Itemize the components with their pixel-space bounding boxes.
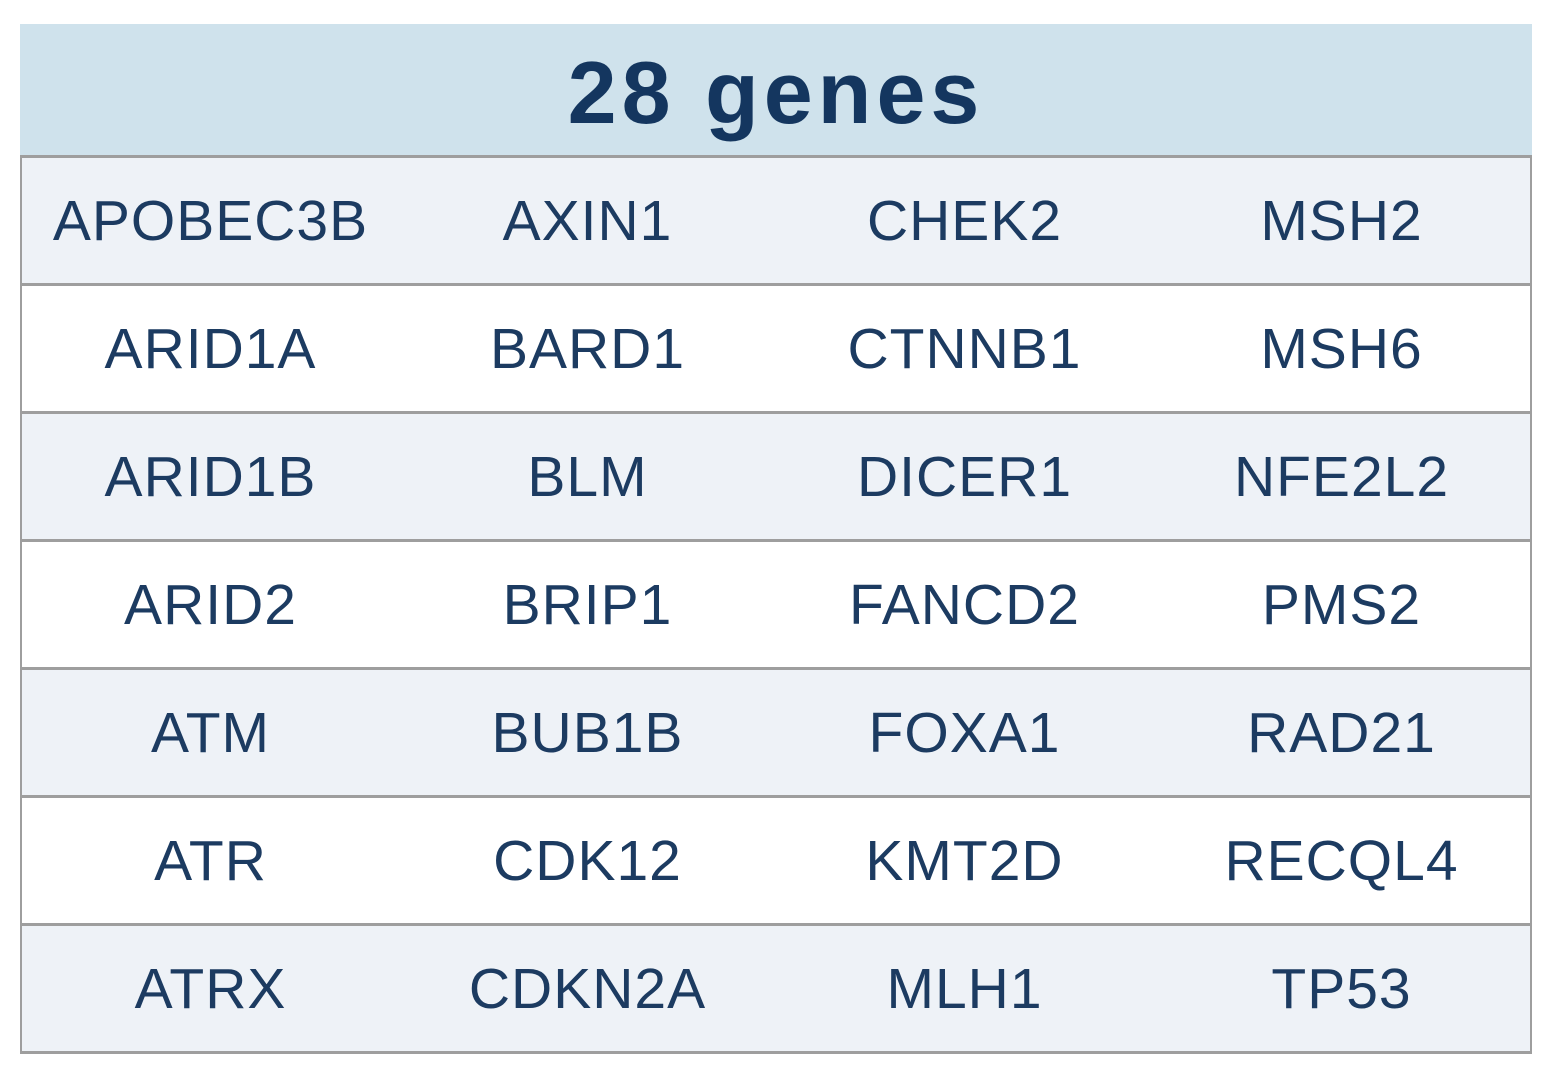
gene-cell: CTNNB1 <box>847 316 1082 381</box>
gene-cell: CHEK2 <box>866 188 1063 253</box>
gene-cell: TP53 <box>1271 956 1412 1021</box>
table-row: ATRX CDKN2A MLH1 TP53 <box>22 923 1530 1051</box>
gene-cell: ATRX <box>134 956 287 1021</box>
gene-cell: MLH1 <box>886 956 1043 1021</box>
table-row: ARID1A BARD1 CTNNB1 MSH6 <box>22 283 1530 411</box>
gene-cell: MSH2 <box>1260 188 1423 253</box>
table-row: ARID1B BLM DICER1 NFE2L2 <box>22 411 1530 539</box>
gene-cell: FANCD2 <box>849 572 1080 637</box>
gene-cell: RAD21 <box>1247 700 1436 765</box>
table-row: ARID2 BRIP1 FANCD2 PMS2 <box>22 539 1530 667</box>
gene-cell: ATM <box>150 700 271 765</box>
table-title: 28 genes <box>567 42 985 142</box>
table-row: ATM BUB1B FOXA1 RAD21 <box>22 667 1530 795</box>
genes-table: 28 genes APOBEC3B AXIN1 CHEK2 MSH2 ARID1… <box>20 24 1532 1054</box>
gene-cell: BRIP1 <box>502 572 673 637</box>
gene-cell: FOXA1 <box>868 700 1061 765</box>
gene-cell: KMT2D <box>865 828 1064 893</box>
gene-cell: DICER1 <box>856 444 1073 509</box>
gene-cell: CDK12 <box>493 828 682 893</box>
gene-cell: APOBEC3B <box>52 188 369 253</box>
gene-cell: NFE2L2 <box>1233 444 1450 509</box>
gene-cell: ARID2 <box>124 572 297 637</box>
gene-cell: BUB1B <box>491 700 684 765</box>
gene-cell: ATR <box>154 828 267 893</box>
gene-cell: CDKN2A <box>468 956 707 1021</box>
gene-cell: BARD1 <box>489 316 686 381</box>
gene-cell: MSH6 <box>1260 316 1423 381</box>
gene-cell: ARID1B <box>104 444 317 509</box>
table-row: APOBEC3B AXIN1 CHEK2 MSH2 <box>22 155 1530 283</box>
table-row: ATR CDK12 KMT2D RECQL4 <box>22 795 1530 923</box>
gene-cell: PMS2 <box>1261 572 1422 637</box>
gene-cell: AXIN1 <box>502 188 673 253</box>
gene-cell: ARID1A <box>104 316 317 381</box>
table-header: 28 genes <box>20 24 1532 155</box>
gene-cell: BLM <box>527 444 648 509</box>
table-body: APOBEC3B AXIN1 CHEK2 MSH2 ARID1A BARD1 C… <box>20 155 1532 1054</box>
gene-cell: RECQL4 <box>1224 828 1459 893</box>
